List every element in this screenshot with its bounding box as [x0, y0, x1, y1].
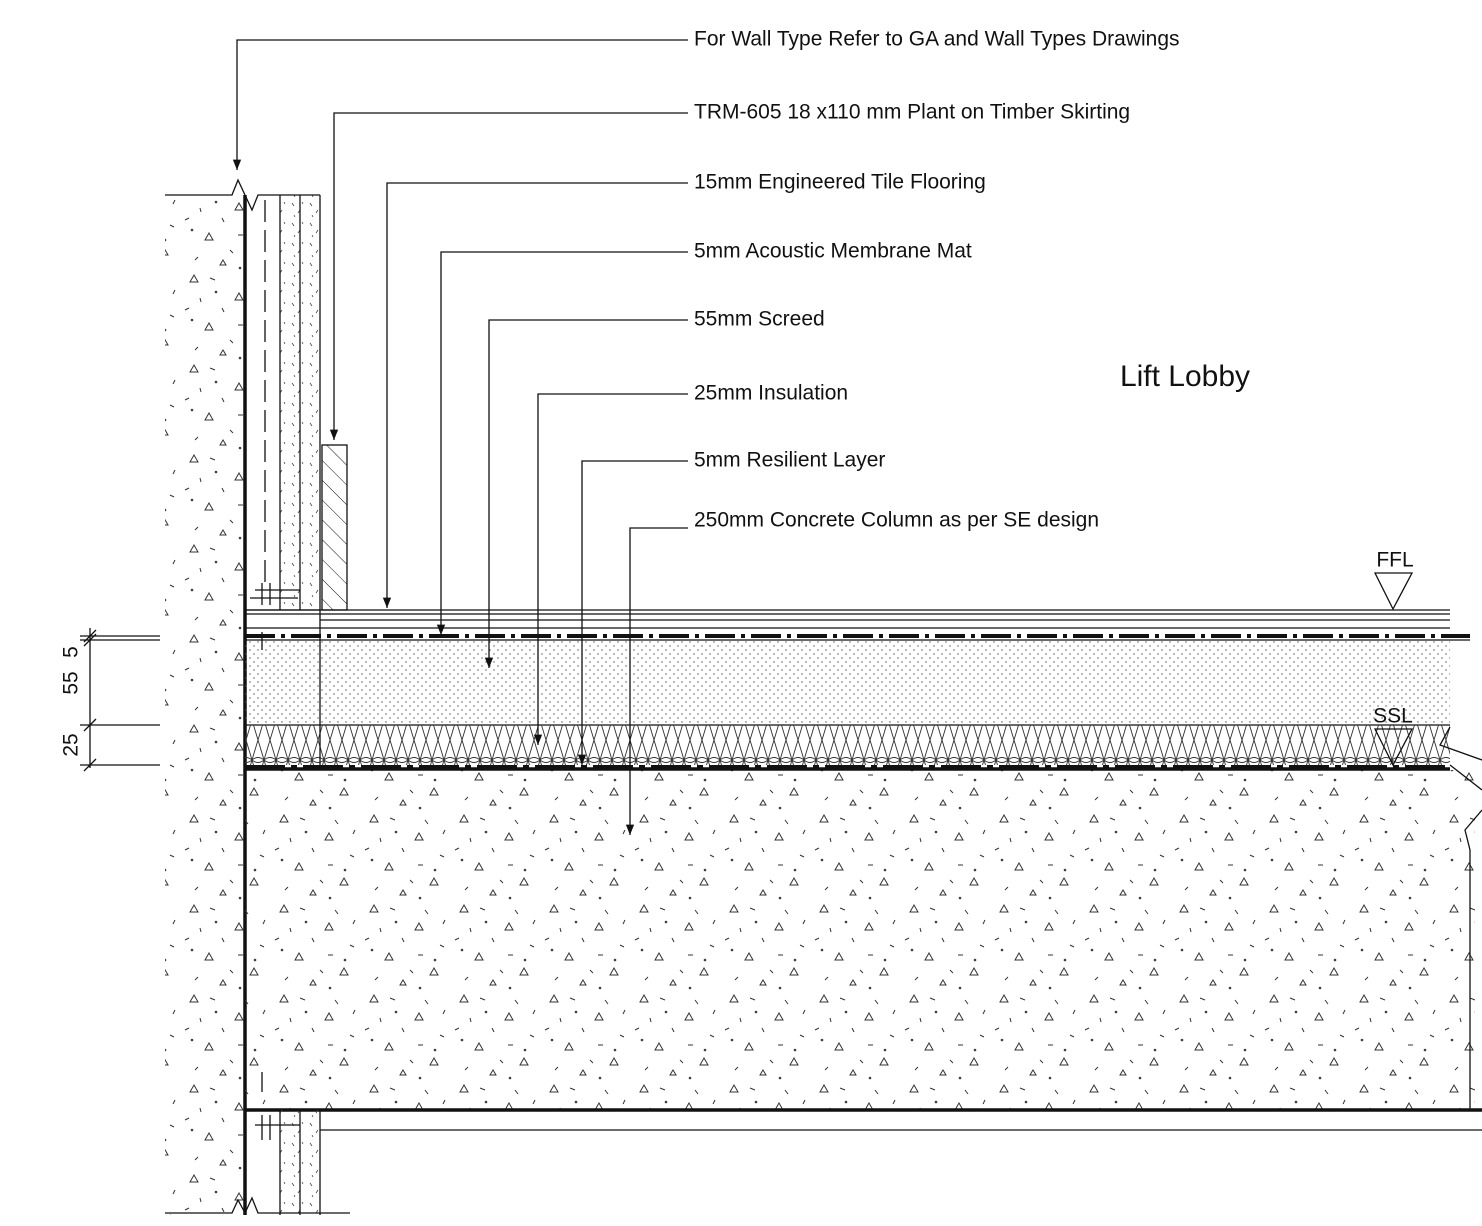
break-line	[165, 1198, 246, 1214]
ssl-label: SSL	[1373, 705, 1413, 728]
leader-line	[436, 251, 688, 635]
leader-line	[577, 460, 688, 765]
insulation	[245, 725, 1450, 765]
break-line	[1439, 726, 1482, 1110]
screed	[245, 640, 1450, 725]
leader-line	[484, 319, 688, 668]
skirting	[321, 444, 348, 611]
leader-line	[625, 527, 688, 835]
dimension-line	[80, 628, 160, 772]
dimension: 55	[60, 671, 83, 694]
leader-line	[533, 393, 688, 745]
note-label: 5mm Resilient Layer	[694, 449, 885, 472]
ssl-marker	[1373, 728, 1414, 767]
lining-lines	[244, 194, 321, 611]
note-label: 250mm Concrete Column as per SE design	[694, 509, 1099, 532]
concrete-wall	[165, 195, 245, 1215]
note-label: 15mm Engineered Tile Flooring	[694, 171, 986, 194]
dimension: 25	[60, 733, 83, 756]
dimension: 5	[60, 646, 83, 658]
note-label: For Wall Type Refer to GA and Wall Types…	[694, 28, 1180, 51]
concrete-slab	[245, 770, 1475, 1110]
ffl-marker	[1373, 572, 1414, 611]
room-label: Lift Lobby	[1120, 360, 1250, 393]
leaders: For Wall Type Refer to GA and Wall Types…	[232, 28, 1180, 835]
fixing	[255, 1115, 300, 1140]
lining-lines	[244, 1110, 350, 1215]
note-label: 25mm Insulation	[694, 382, 848, 405]
fixing	[250, 583, 300, 605]
note-label: TRM-605 18 x110 mm Plant on Timber Skirt…	[694, 101, 1130, 124]
break-line	[165, 178, 246, 196]
note-label: 55mm Screed	[694, 308, 825, 331]
leader-line	[232, 39, 688, 170]
slab-edges	[245, 767, 1482, 1112]
leader-line	[329, 112, 688, 440]
note-label: 5mm Acoustic Membrane Mat	[694, 240, 972, 263]
leader-line	[382, 182, 688, 608]
ffl-label: FFL	[1376, 549, 1413, 572]
tile-flooring	[245, 609, 1450, 629]
